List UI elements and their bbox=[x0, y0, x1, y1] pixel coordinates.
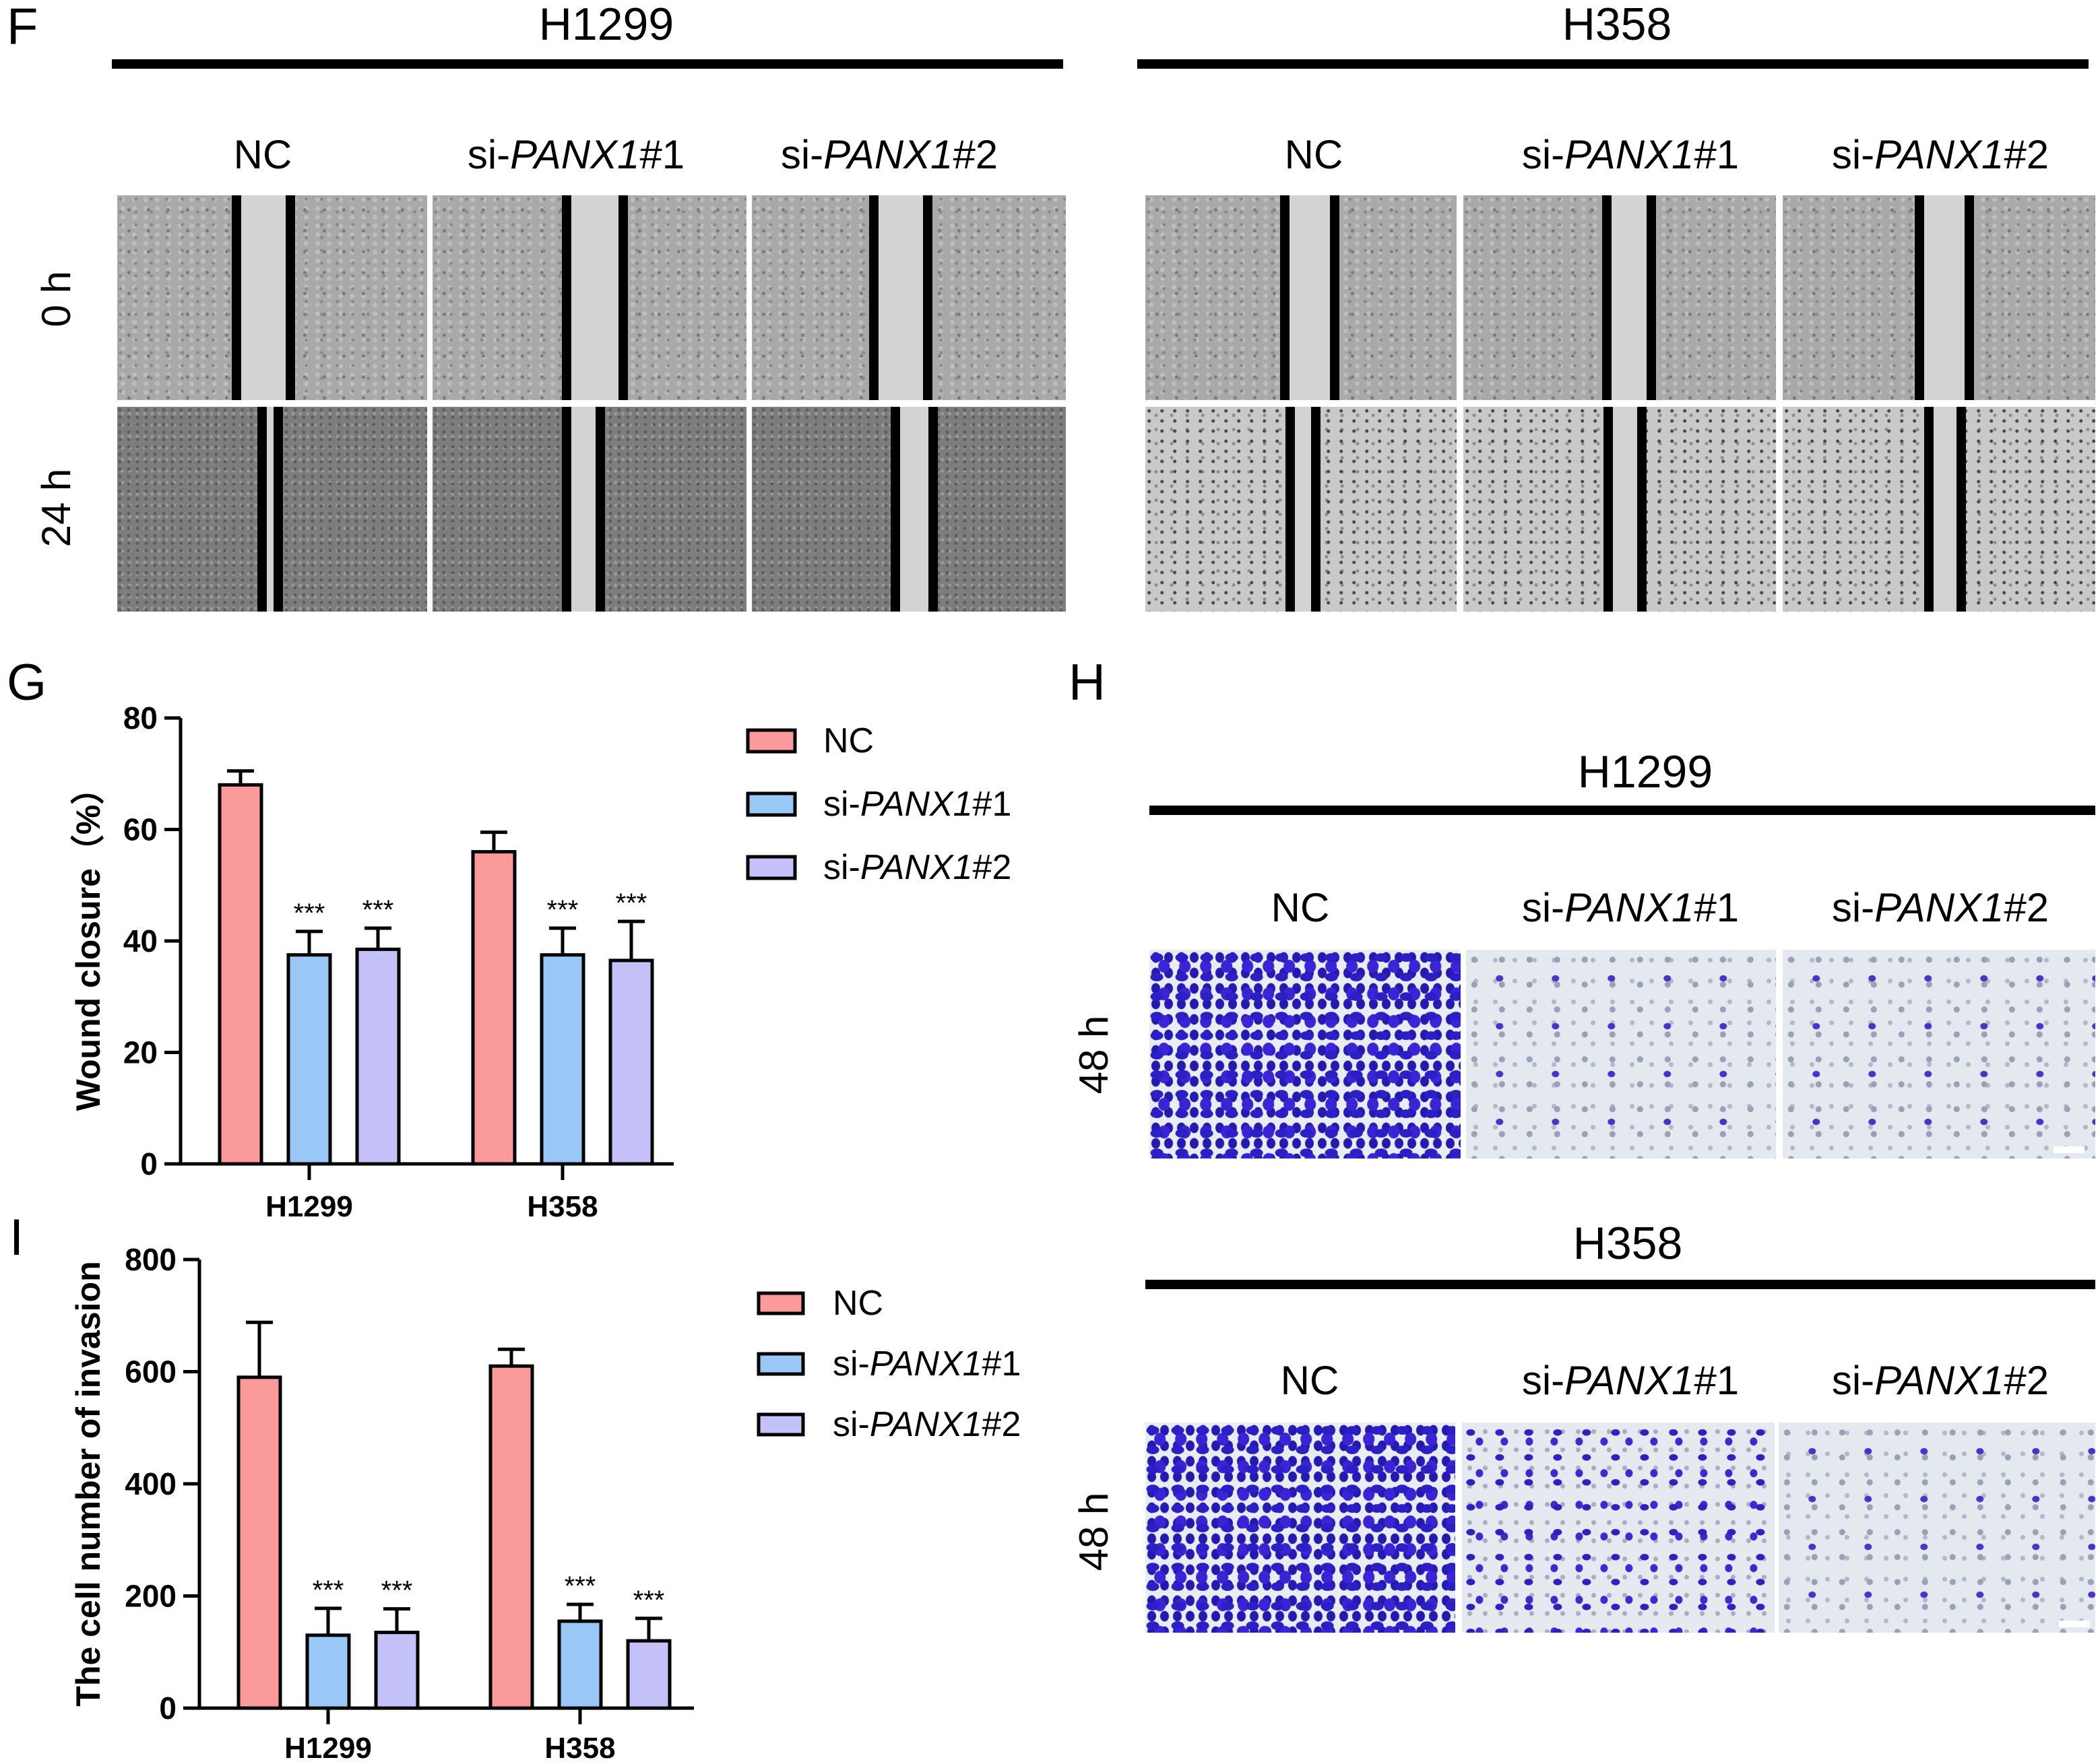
condition-label: NC bbox=[1271, 885, 1330, 930]
y-tick-label: 0 bbox=[140, 1146, 158, 1181]
scale-bar bbox=[2054, 1146, 2085, 1153]
legend-label: si-PANX1#2 bbox=[823, 848, 1011, 887]
significance-label: *** bbox=[381, 1576, 413, 1606]
group-title-h1299: H1299 bbox=[538, 0, 674, 50]
y-tick-label: 20 bbox=[123, 1035, 158, 1070]
significance-label: *** bbox=[633, 1586, 665, 1615]
y-tick-label: 0 bbox=[159, 1691, 177, 1726]
micrograph bbox=[1783, 407, 2095, 612]
micrograph bbox=[1783, 950, 2095, 1159]
condition-label: si-PANX1#1 bbox=[1521, 132, 1740, 177]
y-tick-label: 600 bbox=[125, 1355, 177, 1390]
y-tick-label: 60 bbox=[123, 812, 158, 847]
y-axis-label: The cell number of invasion bbox=[69, 1261, 107, 1706]
significance-label: *** bbox=[294, 899, 325, 928]
condition-label: NC bbox=[233, 132, 292, 177]
micrograph bbox=[117, 195, 427, 400]
significance-label: *** bbox=[616, 888, 647, 918]
legend-label: NC bbox=[833, 1284, 883, 1323]
condition-label: si-PANX1#1 bbox=[467, 132, 685, 177]
micrograph bbox=[433, 195, 746, 400]
group-bar-h1299 bbox=[112, 59, 1063, 69]
x-tick-label: H1299 bbox=[265, 1190, 353, 1223]
legend-swatch bbox=[757, 1352, 805, 1376]
micrograph bbox=[1463, 195, 1776, 400]
chart-i: 0 200 400 600 800 The cell number of invasion… bbox=[69, 1242, 1021, 1762]
legend-swatch bbox=[746, 728, 797, 754]
x-tick-label: H358 bbox=[527, 1190, 598, 1223]
bar bbox=[557, 1619, 603, 1710]
micrograph bbox=[1463, 407, 1776, 612]
x-tick-label: H358 bbox=[544, 1732, 615, 1762]
condition-label: NC bbox=[1284, 132, 1343, 177]
bar bbox=[305, 1633, 351, 1710]
legend-swatch bbox=[757, 1291, 805, 1315]
micrograph bbox=[752, 407, 1066, 612]
micrograph bbox=[1466, 950, 1776, 1159]
y-tick-label: 80 bbox=[123, 700, 158, 736]
panel-label-i: I bbox=[9, 1209, 24, 1266]
scale-bar bbox=[2059, 1621, 2090, 1627]
condition-label: NC bbox=[1280, 1358, 1339, 1403]
bar bbox=[286, 953, 332, 1166]
y-tick-label: 40 bbox=[123, 923, 158, 958]
group-title-h358: H358 bbox=[1562, 0, 1672, 50]
panel-label-f: F bbox=[7, 0, 38, 55]
significance-label: *** bbox=[313, 1575, 344, 1605]
significance-label: *** bbox=[565, 1571, 596, 1601]
x-tick-label: H1299 bbox=[284, 1732, 372, 1762]
micrograph bbox=[752, 195, 1066, 400]
y-tick-label: 400 bbox=[125, 1466, 177, 1501]
micrograph bbox=[1783, 195, 2095, 400]
condition-label: si-PANX1#2 bbox=[1831, 885, 2049, 930]
group-bar-h358 bbox=[1145, 1280, 2095, 1289]
legend-swatch bbox=[746, 855, 797, 880]
micrograph bbox=[433, 407, 746, 612]
micrograph bbox=[1145, 195, 1457, 400]
legend-label: si-PANX1#1 bbox=[833, 1344, 1021, 1383]
bar bbox=[488, 1364, 534, 1710]
row-label-24h: 24 h bbox=[34, 468, 79, 548]
group-bar-h358 bbox=[1137, 59, 2089, 69]
legend-swatch bbox=[746, 791, 797, 817]
bar bbox=[471, 850, 517, 1166]
legend-label: si-PANX1#2 bbox=[833, 1405, 1021, 1444]
micrograph bbox=[1145, 1423, 1455, 1633]
bar bbox=[218, 783, 263, 1166]
bar bbox=[355, 947, 401, 1166]
bar bbox=[540, 953, 585, 1166]
significance-label: *** bbox=[547, 895, 579, 925]
y-axis-label: Wound closure（%） bbox=[69, 771, 107, 1111]
group-title-h358: H358 bbox=[1572, 1218, 1683, 1269]
condition-label: si-PANX1#2 bbox=[1831, 1358, 2049, 1403]
panel-label-g: G bbox=[7, 654, 47, 711]
y-tick-label: 800 bbox=[125, 1242, 177, 1277]
micrograph bbox=[1779, 1423, 2095, 1633]
group-title-h1299: H1299 bbox=[1577, 746, 1713, 797]
significance-label: *** bbox=[362, 895, 394, 925]
chart-g: 0 20 40 60 80 Wound closure（%） *** *** H1299 *** *… bbox=[69, 700, 1011, 1223]
micrograph bbox=[1149, 950, 1461, 1159]
bar bbox=[374, 1631, 420, 1710]
micrograph bbox=[117, 407, 427, 612]
condition-label: si-PANX1#1 bbox=[1521, 1358, 1740, 1403]
bar bbox=[236, 1375, 282, 1710]
condition-label: si-PANX1#2 bbox=[1831, 132, 2049, 177]
group-bar-h1299 bbox=[1149, 806, 2095, 815]
y-tick-label: 200 bbox=[125, 1579, 177, 1614]
panel-label-h: H bbox=[1069, 654, 1106, 711]
micrograph bbox=[1462, 1423, 1775, 1633]
micrograph bbox=[1145, 407, 1457, 612]
bar bbox=[626, 1639, 672, 1710]
condition-label: si-PANX1#2 bbox=[780, 132, 998, 177]
condition-label: si-PANX1#1 bbox=[1521, 885, 1740, 930]
legend-label: NC bbox=[823, 721, 874, 760]
legend-label: si-PANX1#1 bbox=[823, 785, 1011, 824]
row-label-0h: 0 h bbox=[34, 271, 79, 327]
legend-swatch bbox=[757, 1412, 805, 1437]
bar bbox=[608, 958, 654, 1166]
